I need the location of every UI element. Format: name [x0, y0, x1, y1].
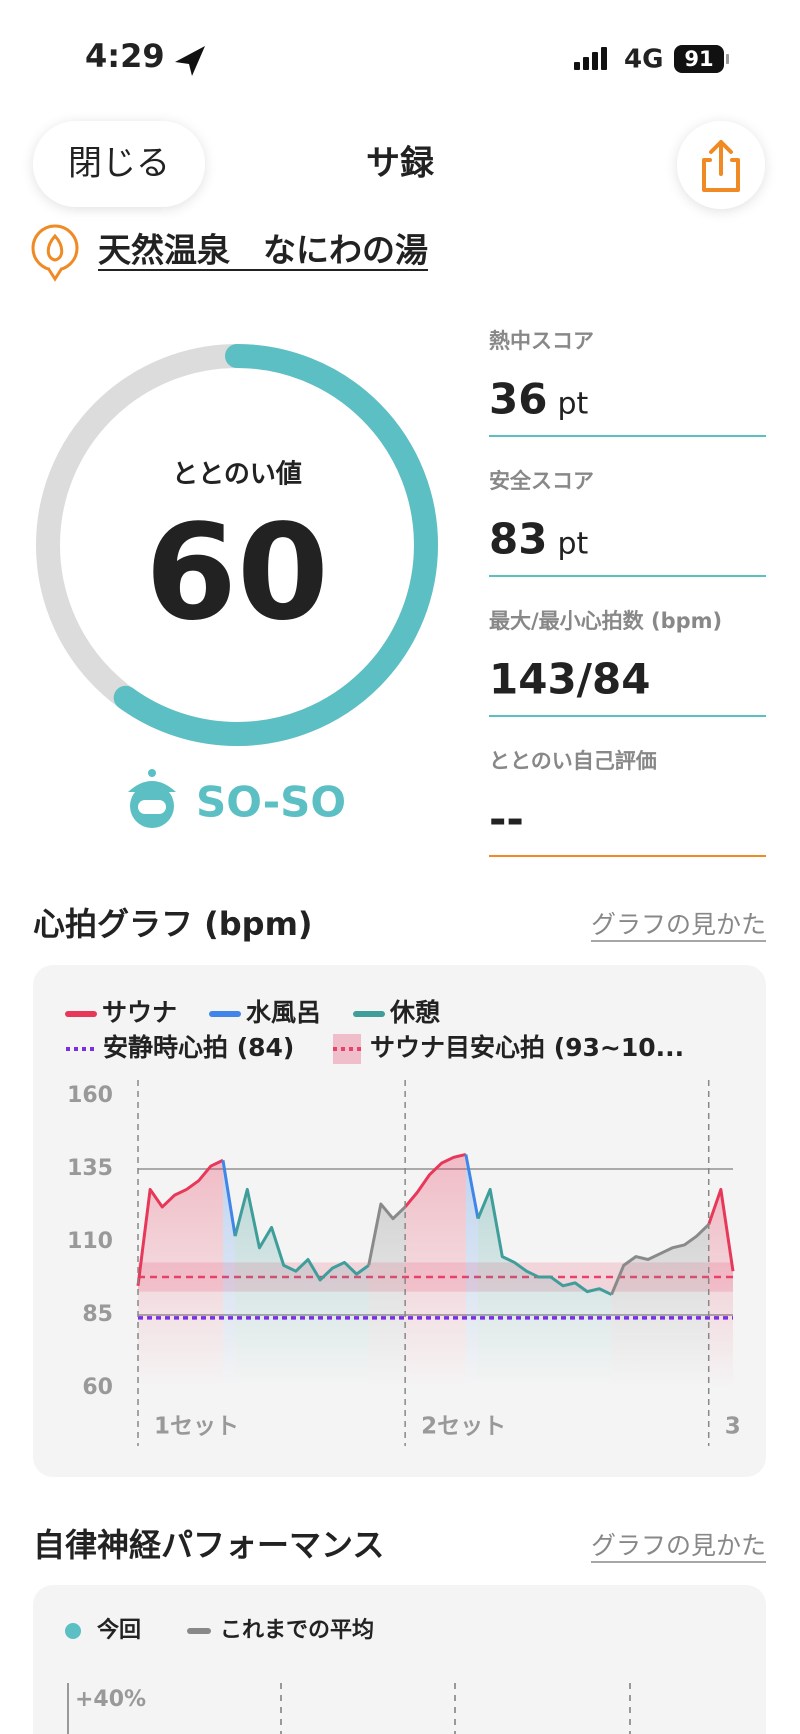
- line: [464, 1154, 480, 1219]
- score-grade: SO-SO: [196, 778, 346, 827]
- location-icon: [175, 46, 205, 76]
- signal-icon: [574, 47, 607, 70]
- y-tick-label: 135: [67, 1156, 113, 1181]
- status-time: 4:29: [85, 37, 165, 75]
- line: [367, 1202, 407, 1266]
- help-link[interactable]: グラフの見かた: [591, 1531, 766, 1560]
- section-title: 心拍グラフ (bpm): [33, 905, 313, 943]
- close-label[interactable]: 閉じる: [68, 144, 170, 184]
- chart-card: [33, 1585, 766, 1734]
- legend-label: これまでの平均: [220, 1617, 374, 1643]
- stat-label: 安全スコア: [489, 469, 594, 493]
- line: [221, 1160, 237, 1237]
- stat-unit: pt: [557, 527, 588, 562]
- line: [233, 1187, 370, 1282]
- line: [707, 1187, 735, 1272]
- x-tick-label: 2セット: [421, 1414, 506, 1440]
- y-tick-label: 110: [67, 1229, 113, 1254]
- stat-label: 最大/最小心拍数 (bpm): [489, 609, 722, 633]
- legend-label: 安静時心拍 (84): [103, 1033, 294, 1062]
- grade-icon: [128, 769, 176, 828]
- legend-label: 休憩: [389, 998, 440, 1027]
- stat-value: --: [489, 795, 524, 844]
- line: [136, 1158, 224, 1286]
- legend-label: サウナ: [102, 998, 177, 1027]
- y-tick-label: 60: [82, 1375, 113, 1400]
- line: [610, 1223, 710, 1296]
- help-link[interactable]: グラフの見かた: [591, 910, 766, 939]
- x-tick-label: 3: [725, 1414, 741, 1440]
- stat-value: 83: [489, 515, 547, 564]
- area: [405, 1154, 466, 1388]
- area: [478, 1189, 612, 1388]
- stat-unit: pt: [557, 387, 588, 422]
- line: [403, 1152, 467, 1208]
- area: [368, 1204, 406, 1388]
- section-title: 自律神経パフォーマンス: [33, 1526, 384, 1564]
- facility-name[interactable]: 天然温泉 なにわの湯: [98, 231, 428, 270]
- close-button[interactable]: [33, 121, 205, 207]
- area: [611, 1224, 709, 1388]
- battery: [674, 45, 724, 73]
- legend-label: 水風呂: [246, 998, 321, 1027]
- legend-swatch: [333, 1034, 361, 1064]
- area: [138, 1160, 223, 1388]
- y-tick-label: +40%: [75, 1687, 146, 1712]
- y-tick-label: 160: [67, 1083, 113, 1108]
- legend-label: 今回: [97, 1617, 141, 1643]
- category-dividers: [280, 1683, 631, 1734]
- area: [465, 1154, 478, 1388]
- area: [223, 1160, 236, 1388]
- x-tick-label: 1セット: [154, 1414, 239, 1440]
- battery-tip: [726, 54, 729, 64]
- legend-label: サウナ目安心拍 (93~10...: [370, 1033, 684, 1062]
- y-tick-label: 85: [82, 1302, 113, 1327]
- score-label: ととのい値: [172, 460, 302, 490]
- stat-value: 36: [489, 375, 547, 424]
- header-title: サ録: [366, 144, 435, 184]
- area: [235, 1189, 369, 1388]
- stat-value: 143/84: [489, 655, 650, 704]
- share-icon[interactable]: [702, 140, 740, 192]
- line: [476, 1187, 613, 1296]
- score-value: 60: [145, 496, 329, 650]
- legend-dot: [65, 1623, 81, 1639]
- facility-icon: [31, 224, 79, 282]
- stat-label: 熱中スコア: [489, 329, 594, 353]
- network: 4G: [624, 45, 663, 75]
- battery-level: 91: [684, 47, 713, 71]
- gauge-arc: [36, 344, 438, 746]
- stat-label: ととのい自己評価: [489, 749, 657, 773]
